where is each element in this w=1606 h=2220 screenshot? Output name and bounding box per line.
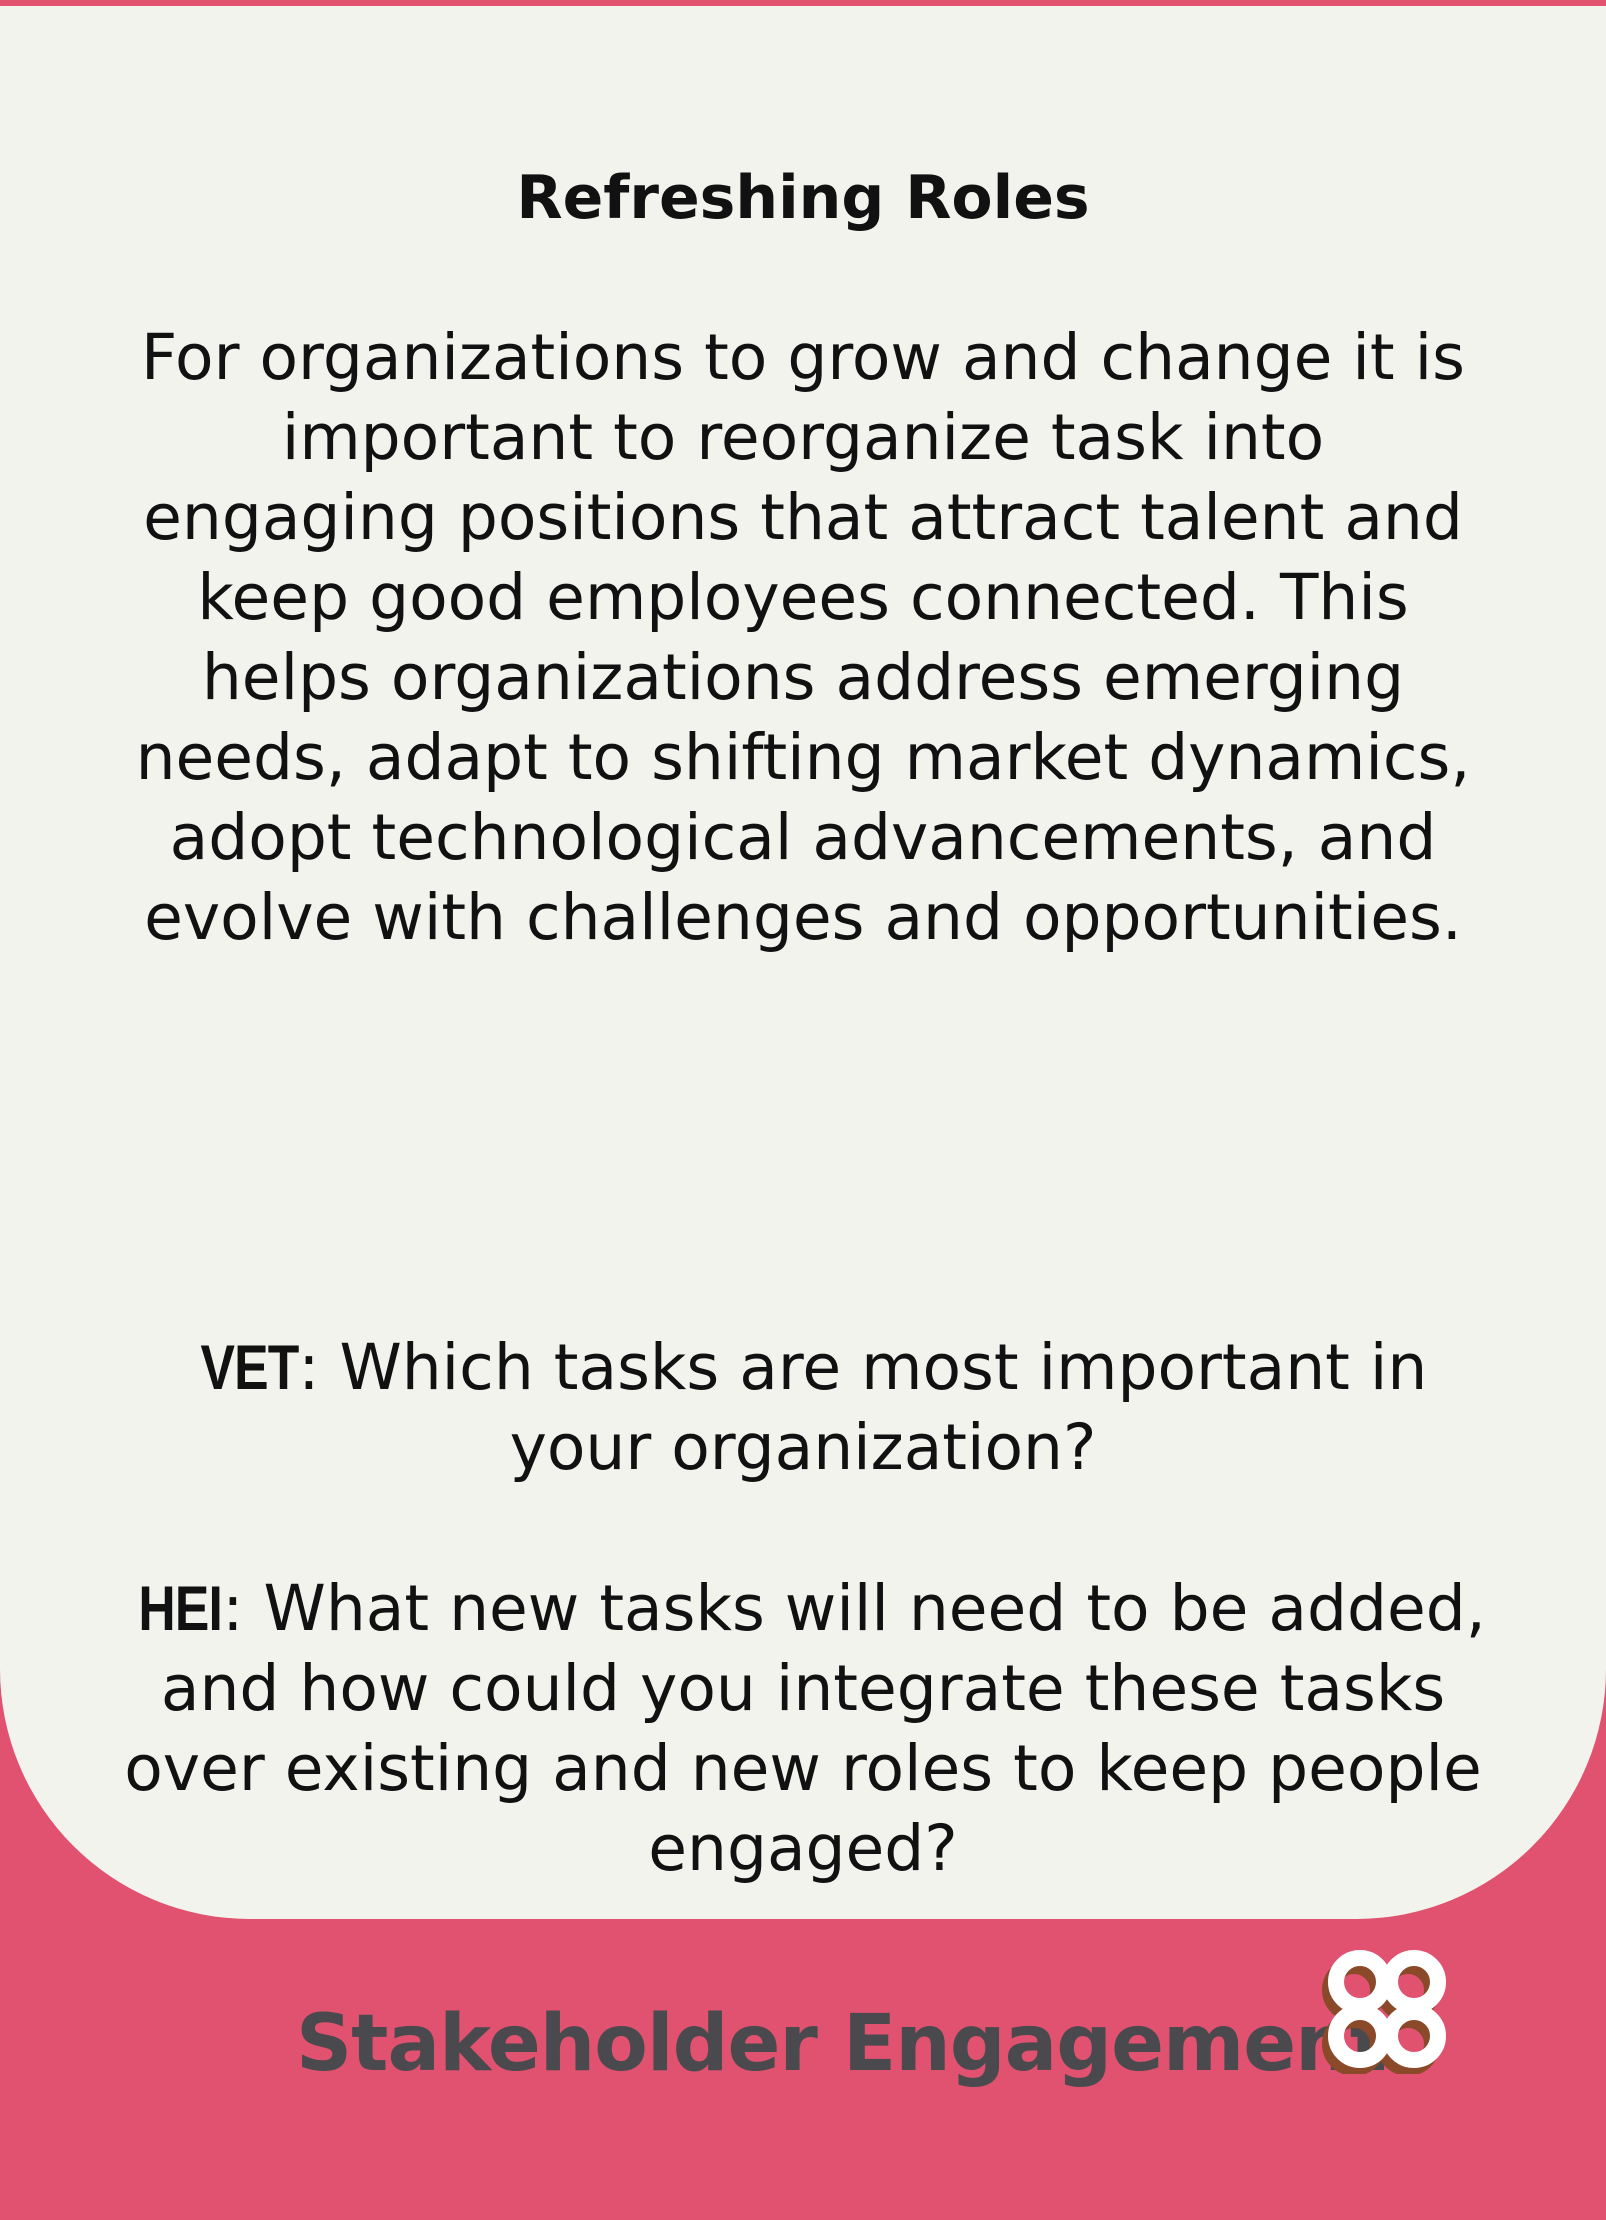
interlocking-loops-icon xyxy=(1322,1950,1446,2074)
question-hei-label: HEI xyxy=(138,1574,223,1644)
category-label: Stakeholder Engagement xyxy=(296,1999,1387,2089)
card-panel: Refreshing Roles For organizations to gr… xyxy=(0,6,1606,1919)
question-vet: VET: Which tasks are most important in y… xyxy=(120,1328,1486,1488)
question-hei: HEI: What new tasks will need to be adde… xyxy=(120,1569,1486,1889)
question-hei-text: : What new tasks will need to be added, … xyxy=(124,1572,1486,1885)
question-vet-label: VET xyxy=(200,1333,299,1403)
question-vet-text: : Which tasks are most important in your… xyxy=(298,1331,1428,1484)
card-body-text: For organizations to grow and change it … xyxy=(135,321,1471,954)
card-title: Refreshing Roles xyxy=(516,163,1090,233)
